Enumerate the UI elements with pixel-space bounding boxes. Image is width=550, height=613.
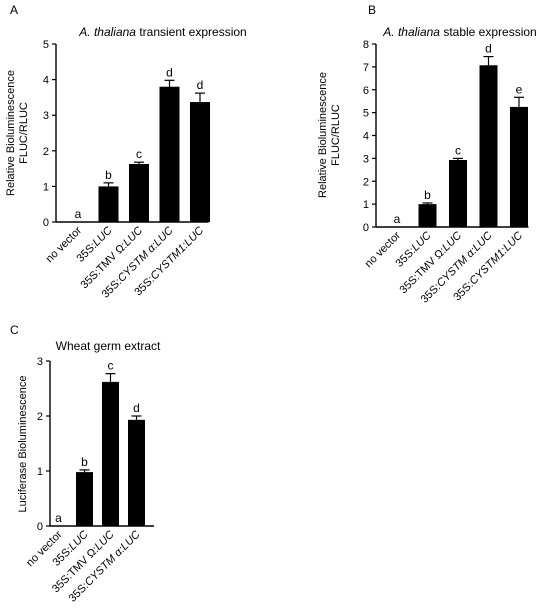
significance-letter: b — [105, 168, 112, 182]
y-axis-label-line: Relative Bioluminescence — [317, 72, 329, 198]
y-tick-label: 3 — [363, 153, 369, 165]
significance-letter: d — [133, 401, 140, 415]
chart-title-text: transient expression — [136, 25, 247, 39]
category-label-italic: LUC — [410, 230, 434, 254]
y-tick-label: 8 — [363, 39, 369, 51]
y-tick-label: 7 — [363, 62, 369, 74]
significance-letter: a — [394, 212, 401, 226]
y-tick-label: 0 — [43, 217, 49, 229]
bar — [76, 472, 93, 526]
y-tick-label: 4 — [43, 75, 49, 87]
y-axis-label-line: Luciferase Bioluminescence — [17, 376, 29, 513]
category-label-italic: CYSTM1:LUC — [148, 225, 206, 283]
significance-letter: d — [166, 65, 173, 79]
y-tick-label: 4 — [363, 131, 369, 143]
bar — [98, 186, 119, 222]
y-tick-label: 0 — [363, 222, 369, 234]
panel-letter: B — [368, 3, 376, 17]
chart-title: A. thaliana transient expression — [78, 25, 246, 39]
significance-letter: b — [424, 188, 431, 202]
y-axis-label: Relative BioluminescenceFLUC/RLUC — [317, 72, 342, 198]
significance-letter: a — [55, 511, 62, 525]
y-tick-label: 5 — [363, 108, 369, 120]
bar — [479, 65, 498, 228]
panel-letter: C — [10, 323, 19, 337]
category-label-italic: LUC — [91, 225, 115, 249]
y-tick-label: 1 — [363, 199, 369, 211]
panel-letter: A — [10, 3, 18, 17]
chart-title-text: Wheat germ extract — [56, 339, 161, 353]
bar — [128, 419, 145, 526]
significance-letter: e — [516, 82, 523, 96]
chart-title-text: stable expression — [440, 25, 537, 39]
significance-letter: d — [197, 78, 204, 92]
category-label-italic: LUC — [121, 225, 145, 249]
category-label-italic: CYSTM1:LUC — [467, 230, 525, 288]
bar — [418, 204, 437, 227]
chart-title-italic: A. thaliana — [78, 25, 136, 39]
y-axis-label: Luciferase Bioluminescence — [17, 376, 29, 513]
significance-letter: a — [75, 207, 82, 221]
y-tick-label: 3 — [43, 110, 49, 122]
significance-letter: b — [81, 455, 88, 469]
bar — [159, 86, 180, 222]
chart-panel-c: C Wheat germ extract Luciferase Biolumines… — [10, 323, 161, 605]
y-axis-label-line: Relative Bioluminescence — [5, 70, 17, 196]
category-label-italic: LUC — [440, 230, 464, 254]
y-axis-label-line: FLUC/RLUC — [330, 104, 342, 166]
chart-panel-b: B A. thaliana stable expression Relative B… — [317, 3, 537, 306]
bar — [449, 159, 467, 227]
y-tick-label: 1 — [43, 181, 49, 193]
y-tick-label: 5 — [43, 39, 49, 51]
chart-panel-a: A A. thaliana transient expression Relativ… — [5, 3, 247, 301]
significance-letter: d — [485, 42, 492, 56]
y-tick-label: 0 — [37, 521, 43, 533]
y-tick-label: 1 — [37, 466, 43, 478]
bar — [102, 381, 119, 526]
chart-title-italic: A. thaliana — [382, 25, 440, 39]
bar — [190, 102, 210, 222]
bar — [129, 163, 149, 222]
significance-letter: c — [108, 359, 114, 373]
y-tick-label: 6 — [363, 85, 369, 97]
y-tick-label: 2 — [363, 176, 369, 188]
y-axis-label-line: FLUC/RLUC — [18, 102, 30, 164]
y-axis-label: Relative BioluminescenceFLUC/RLUC — [5, 70, 30, 196]
y-tick-label: 2 — [37, 411, 43, 423]
y-tick-label: 3 — [37, 356, 43, 368]
chart-title: A. thaliana stable expression — [382, 25, 536, 39]
bar — [510, 106, 528, 227]
chart-title: Wheat germ extract — [56, 339, 161, 353]
y-tick-label: 2 — [43, 146, 49, 158]
significance-letter: c — [455, 143, 461, 157]
significance-letter: c — [136, 147, 142, 161]
